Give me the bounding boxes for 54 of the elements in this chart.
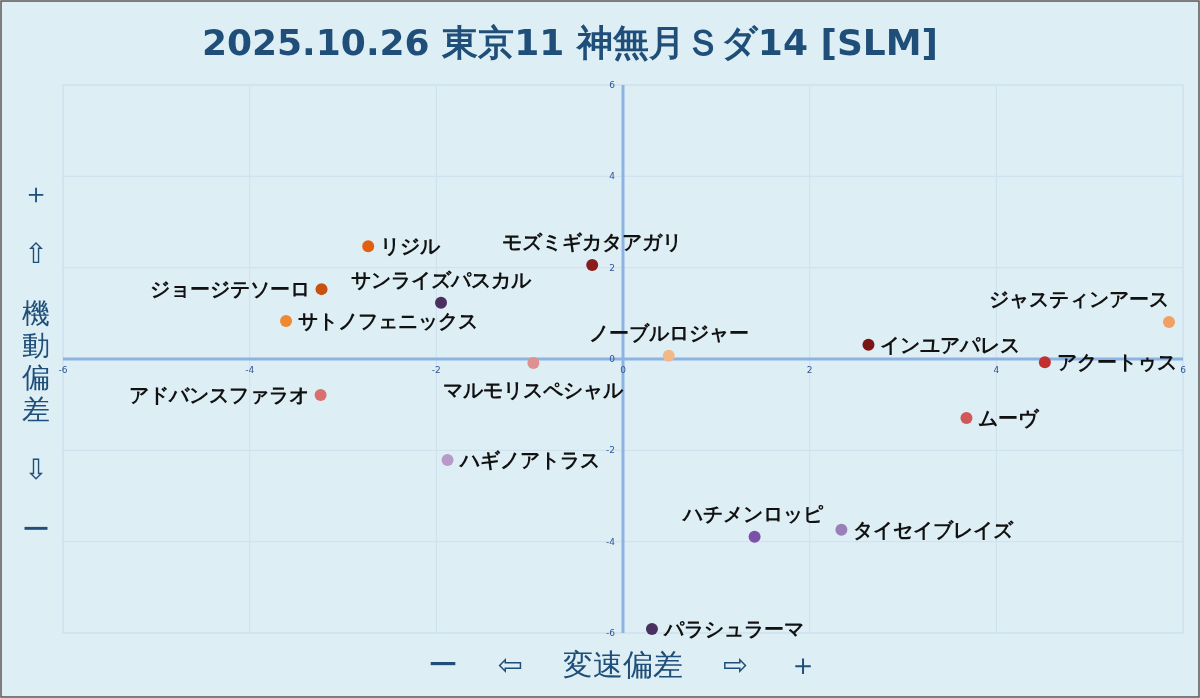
point	[315, 283, 328, 296]
y-tick-label: -4	[606, 536, 616, 547]
ハギノアトラス: ハギノアトラス	[441, 447, 600, 472]
インユアパレス: インユアパレス	[862, 332, 1021, 357]
サンライズパスカル: サンライズパスカル	[350, 267, 531, 309]
chart-title: 2025.10.26 東京11 神無月Ｓダ14 [SLM]	[201, 22, 939, 63]
point	[1163, 316, 1175, 329]
point	[645, 622, 658, 635]
y-tick-label: 6	[609, 80, 616, 90]
アドバンスファラオ: アドバンスファラオ	[128, 383, 327, 408]
x-tick-label: 4	[993, 365, 1000, 375]
point	[586, 258, 599, 271]
y-tick-label: 2	[609, 262, 615, 273]
ハチメンロッピ: ハチメンロッピ	[683, 501, 824, 543]
x-tick-label: 6	[1180, 365, 1187, 375]
y-tick-label: -6	[606, 628, 616, 638]
point	[960, 411, 973, 424]
x-tick-label: -2	[431, 365, 441, 375]
パラシュラーマ: パラシュラーマ	[645, 616, 804, 641]
series-label: サンライズパスカル	[350, 267, 532, 292]
ムーヴ: ムーヴ	[960, 405, 1039, 430]
point	[441, 453, 454, 466]
series-label: ムーヴ	[978, 405, 1041, 430]
y-tick-label: 4	[609, 171, 616, 182]
series-label: モズミギカタアガリ	[502, 229, 683, 254]
series-label: リジル	[380, 234, 442, 259]
y-tick-label: -2	[606, 445, 615, 456]
point	[435, 296, 447, 309]
point	[314, 389, 327, 402]
リジル: リジル	[362, 234, 441, 259]
x-tick-label: -6	[58, 365, 68, 375]
series-label: マルモリスペシャル	[442, 378, 624, 403]
タイセイブレイズ: タイセイブレイズ	[835, 517, 1014, 542]
ジャスティンアース: ジャスティンアース	[989, 287, 1175, 328]
point	[1038, 356, 1051, 369]
series-label: ハチメンロッピ	[681, 501, 825, 526]
y-axis-title: ＋ ⇧ 機動偏差 ⇩ ー	[22, 177, 50, 546]
series-label: ジャスティンアース	[989, 287, 1169, 312]
text: ー ⇦ 変速偏差 ⇨ ＋	[427, 647, 819, 682]
y-tick-label: 0	[609, 354, 616, 364]
point	[835, 523, 848, 536]
point	[862, 338, 875, 351]
point	[280, 315, 293, 328]
アクートゥス: アクートゥス	[1038, 350, 1177, 375]
series-label: ノーブルロジャー	[588, 320, 749, 345]
ジョージテソーロ: ジョージテソーロ	[149, 277, 328, 302]
サトノフェニックス: サトノフェニックス	[280, 309, 479, 334]
point	[362, 240, 375, 253]
point	[527, 357, 540, 370]
point	[662, 349, 675, 362]
x-tick-label: -4	[245, 365, 255, 375]
point	[748, 530, 761, 543]
x-tick-label: 2	[806, 365, 813, 375]
x-tick-label: 0	[620, 365, 627, 375]
